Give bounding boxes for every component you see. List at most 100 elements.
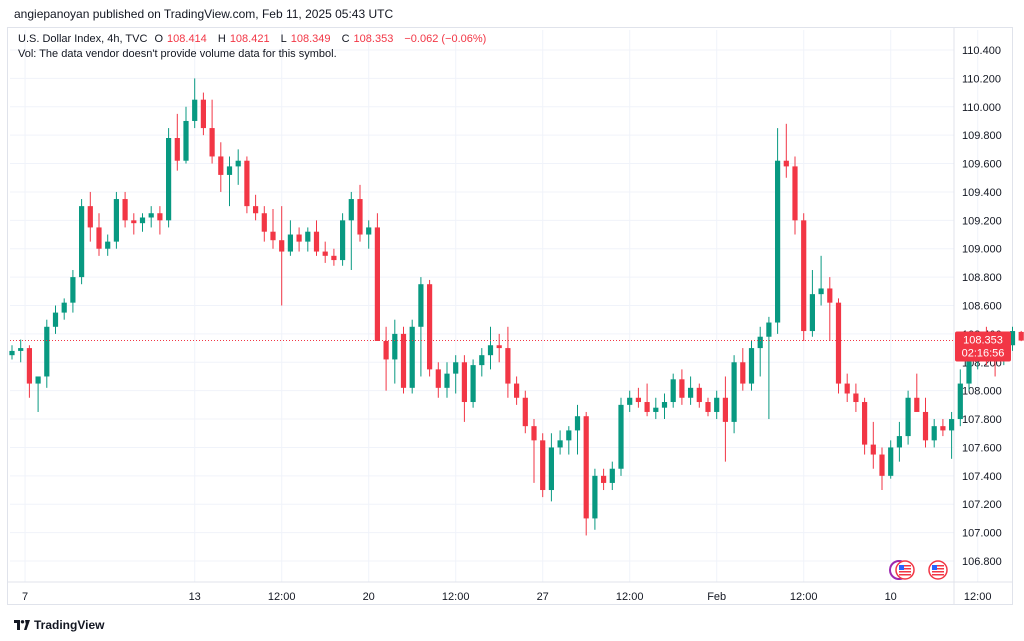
candle[interactable] — [87, 191, 93, 242]
candle[interactable] — [157, 206, 163, 235]
candle[interactable] — [148, 206, 154, 228]
candle[interactable] — [461, 355, 467, 422]
candle[interactable] — [505, 326, 511, 398]
candle[interactable] — [313, 220, 320, 256]
candle[interactable] — [279, 206, 285, 306]
candle[interactable] — [322, 241, 328, 263]
candle[interactable] — [809, 270, 815, 337]
candle[interactable] — [9, 345, 15, 360]
candle[interactable] — [722, 376, 728, 462]
candle[interactable] — [514, 376, 520, 405]
candle[interactable] — [835, 298, 842, 394]
candle[interactable] — [644, 383, 650, 417]
candle[interactable] — [540, 433, 546, 498]
candle[interactable] — [470, 359, 476, 408]
candle[interactable] — [409, 319, 415, 394]
candle[interactable] — [44, 319, 50, 388]
candle[interactable] — [61, 298, 67, 320]
candle[interactable] — [931, 419, 937, 448]
candle[interactable] — [844, 373, 850, 403]
candle[interactable] — [661, 393, 668, 420]
candle[interactable] — [679, 369, 685, 405]
candle[interactable] — [705, 397, 711, 417]
candle[interactable] — [609, 461, 615, 491]
candle[interactable] — [331, 248, 337, 266]
candle[interactable] — [731, 355, 737, 434]
candle[interactable] — [18, 339, 24, 363]
symbol-title[interactable]: U.S. Dollar Index, 4h, TVC — [18, 33, 148, 45]
candle[interactable] — [209, 99, 215, 164]
candle[interactable] — [348, 191, 354, 271]
candle[interactable] — [801, 213, 807, 341]
candle[interactable] — [714, 390, 720, 420]
us-flag-event-icon[interactable] — [889, 560, 915, 580]
candle[interactable] — [870, 421, 876, 469]
candle[interactable] — [400, 326, 407, 394]
candle[interactable] — [940, 419, 946, 437]
candle[interactable] — [435, 362, 441, 398]
candle[interactable] — [766, 316, 772, 420]
candle[interactable] — [557, 430, 563, 455]
candle[interactable] — [79, 199, 85, 285]
candle[interactable] — [244, 156, 250, 214]
candle[interactable] — [957, 369, 963, 427]
candle[interactable] — [122, 191, 128, 228]
candle[interactable] — [618, 397, 624, 476]
candle[interactable] — [418, 277, 424, 377]
candle[interactable] — [635, 387, 641, 408]
candle[interactable] — [566, 426, 572, 455]
candle[interactable] — [574, 404, 581, 455]
candle[interactable] — [261, 206, 267, 242]
candle[interactable] — [374, 213, 380, 341]
candle[interactable] — [305, 227, 311, 252]
footer-brand[interactable]: TradingView — [14, 618, 104, 632]
candle[interactable] — [235, 149, 241, 185]
candle[interactable] — [287, 220, 293, 256]
candle[interactable] — [1018, 330, 1024, 342]
candle[interactable] — [270, 208, 276, 249]
candle[interactable] — [192, 78, 198, 129]
candle[interactable] — [366, 220, 372, 249]
candle[interactable] — [583, 411, 589, 536]
candle[interactable] — [949, 411, 955, 459]
candle[interactable] — [105, 234, 111, 256]
candle[interactable] — [792, 156, 798, 235]
candle[interactable] — [827, 277, 833, 341]
candle[interactable] — [783, 123, 789, 178]
candle[interactable] — [487, 326, 494, 370]
candle[interactable] — [340, 213, 346, 266]
candle[interactable] — [818, 255, 824, 306]
candle[interactable] — [548, 433, 554, 502]
candle[interactable] — [96, 213, 102, 256]
candle[interactable] — [914, 373, 920, 412]
candle[interactable] — [896, 421, 902, 462]
candle[interactable] — [479, 348, 485, 377]
candle[interactable] — [688, 376, 694, 405]
candle[interactable] — [531, 419, 537, 483]
candle[interactable] — [383, 326, 389, 391]
candle[interactable] — [653, 397, 659, 420]
us-flag-event-icon[interactable] — [928, 560, 948, 580]
candle[interactable] — [905, 390, 911, 445]
candle[interactable] — [427, 279, 433, 377]
candle[interactable] — [775, 128, 781, 334]
candle[interactable] — [922, 397, 929, 448]
candle[interactable] — [444, 362, 450, 398]
candle[interactable] — [113, 191, 119, 249]
candle[interactable] — [853, 383, 859, 412]
candle[interactable] — [131, 213, 137, 235]
candle[interactable] — [862, 397, 868, 455]
candle[interactable] — [879, 447, 885, 491]
candle[interactable] — [453, 355, 459, 394]
candle[interactable] — [670, 373, 676, 408]
candle[interactable] — [296, 227, 302, 252]
candle[interactable] — [357, 184, 363, 242]
candle[interactable] — [35, 376, 41, 412]
candle[interactable] — [183, 106, 189, 164]
candle[interactable] — [174, 113, 180, 171]
candle[interactable] — [601, 468, 607, 491]
candle[interactable] — [52, 305, 59, 334]
candle[interactable] — [740, 348, 746, 391]
candle[interactable] — [226, 156, 233, 207]
